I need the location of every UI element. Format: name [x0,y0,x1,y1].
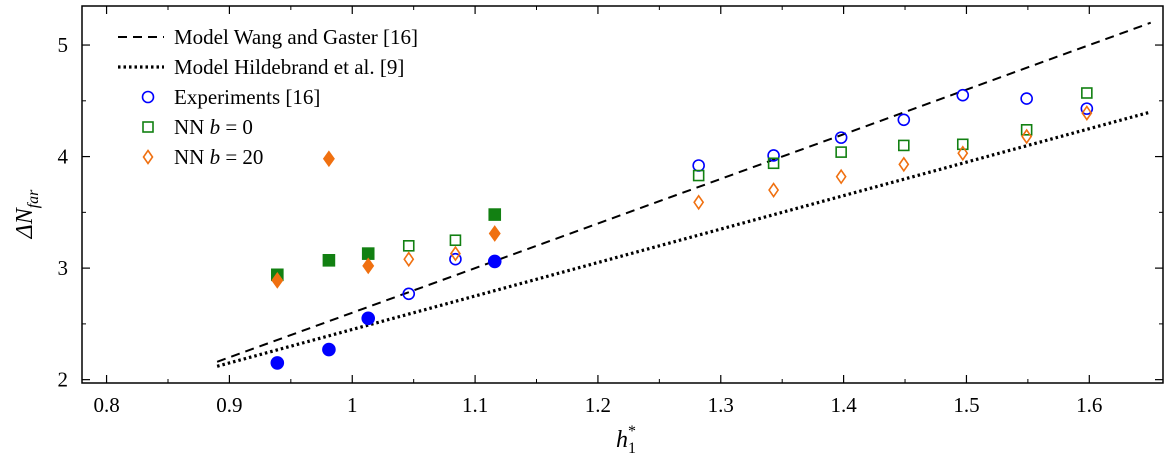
legend-label: NN b = 0 [174,115,253,139]
data-point-circle [956,88,970,102]
data-point-diamond [403,251,415,268]
data-point-diamond [271,272,284,289]
y-tick-label: 2 [58,368,69,392]
legend-label: Experiments [16] [174,85,320,109]
data-point-circle [897,113,911,127]
axis-ticks: 0.8 0.9 1 1.1 1.2 1.3 1.4 1.5 1.6 2 3 4 5 [58,6,1163,417]
data-point-square [449,234,462,247]
plot-frame [81,5,1164,384]
data-point-circle [402,287,416,301]
data-point-circle [692,159,705,172]
data-point-circle [361,311,376,326]
x-tick-label: 1.2 [585,393,611,417]
x-axis-label-main: h [616,427,628,453]
y-axis-label: ΔNfar [12,189,42,240]
data-point-diamond [693,194,705,211]
legend-item: Model Wang and Gaster [16] [118,25,418,49]
plot-marks [216,21,1152,370]
data-point-square [488,208,502,221]
data-point-square [835,146,847,158]
x-axis-label-subscript: 1 [628,440,636,457]
data-point-square [767,157,780,170]
legend-item: Model Hildebrand et al. [9] [118,55,404,79]
data-point-square [361,247,375,260]
data-point-circle [767,149,780,162]
data-point-diamond [957,145,969,162]
data-point-circle [449,252,462,266]
data-point-diamond [362,257,375,275]
data-point-circle [322,342,336,357]
data-point-square [1081,87,1093,99]
legend: Model Wang and Gaster [16] Model Hildebra… [118,25,418,169]
x-tick-label: 1.6 [1076,393,1102,417]
legend-label: Model Wang and Gaster [16] [174,25,418,49]
y-tick-label: 5 [58,33,69,57]
legend-marker-square [142,121,154,133]
data-point-diamond [449,245,461,262]
series-line-1 [216,110,1152,368]
legend-item: NN b = 0 [142,115,253,139]
y-axis-label-main: ΔN [12,206,38,239]
data-point-diamond [1021,128,1033,145]
legend-label: Model Hildebrand et al. [9] [174,55,404,79]
data-point-diamond [488,225,501,242]
x-axis-label: h* 1 [616,423,636,457]
x-tick-label: 0.9 [216,393,242,417]
legend-marker-diamond [142,149,154,165]
data-point-circle [270,356,285,370]
x-tick-label: 1.5 [953,393,979,417]
data-point-square [1020,124,1033,136]
data-point-diamond [322,150,335,168]
legend-item: NN b = 20 [142,145,263,169]
y-tick-label: 3 [58,256,69,280]
data-point-circle [487,254,502,269]
legend-item: Experiments [16] [141,85,320,109]
x-tick-label: 1.4 [830,393,857,417]
data-point-diamond [1081,105,1093,121]
data-point-diamond [768,182,780,198]
x-axis-label-superscript: * [628,423,636,440]
legend-marker-circle [141,90,155,104]
data-point-square [692,169,705,182]
data-point-square [322,254,336,267]
data-point-circle [1020,92,1033,105]
series-line-0 [216,21,1152,363]
data-point-square [898,139,910,152]
data-point-circle [1080,102,1094,115]
data-point-diamond [898,156,910,173]
x-tick-label: 1 [347,393,358,417]
data-point-square [956,138,969,151]
x-tick-label: 1.3 [708,393,734,417]
legend-label: NN b = 20 [174,145,263,169]
y-axis-label-subscript: far [25,189,42,208]
x-tick-label: 1.1 [462,393,488,417]
x-tick-label: 0.8 [93,393,119,417]
data-point-diamond [835,168,847,185]
y-tick-label: 4 [58,145,69,169]
data-point-square [402,240,415,252]
data-point-circle [834,131,848,144]
